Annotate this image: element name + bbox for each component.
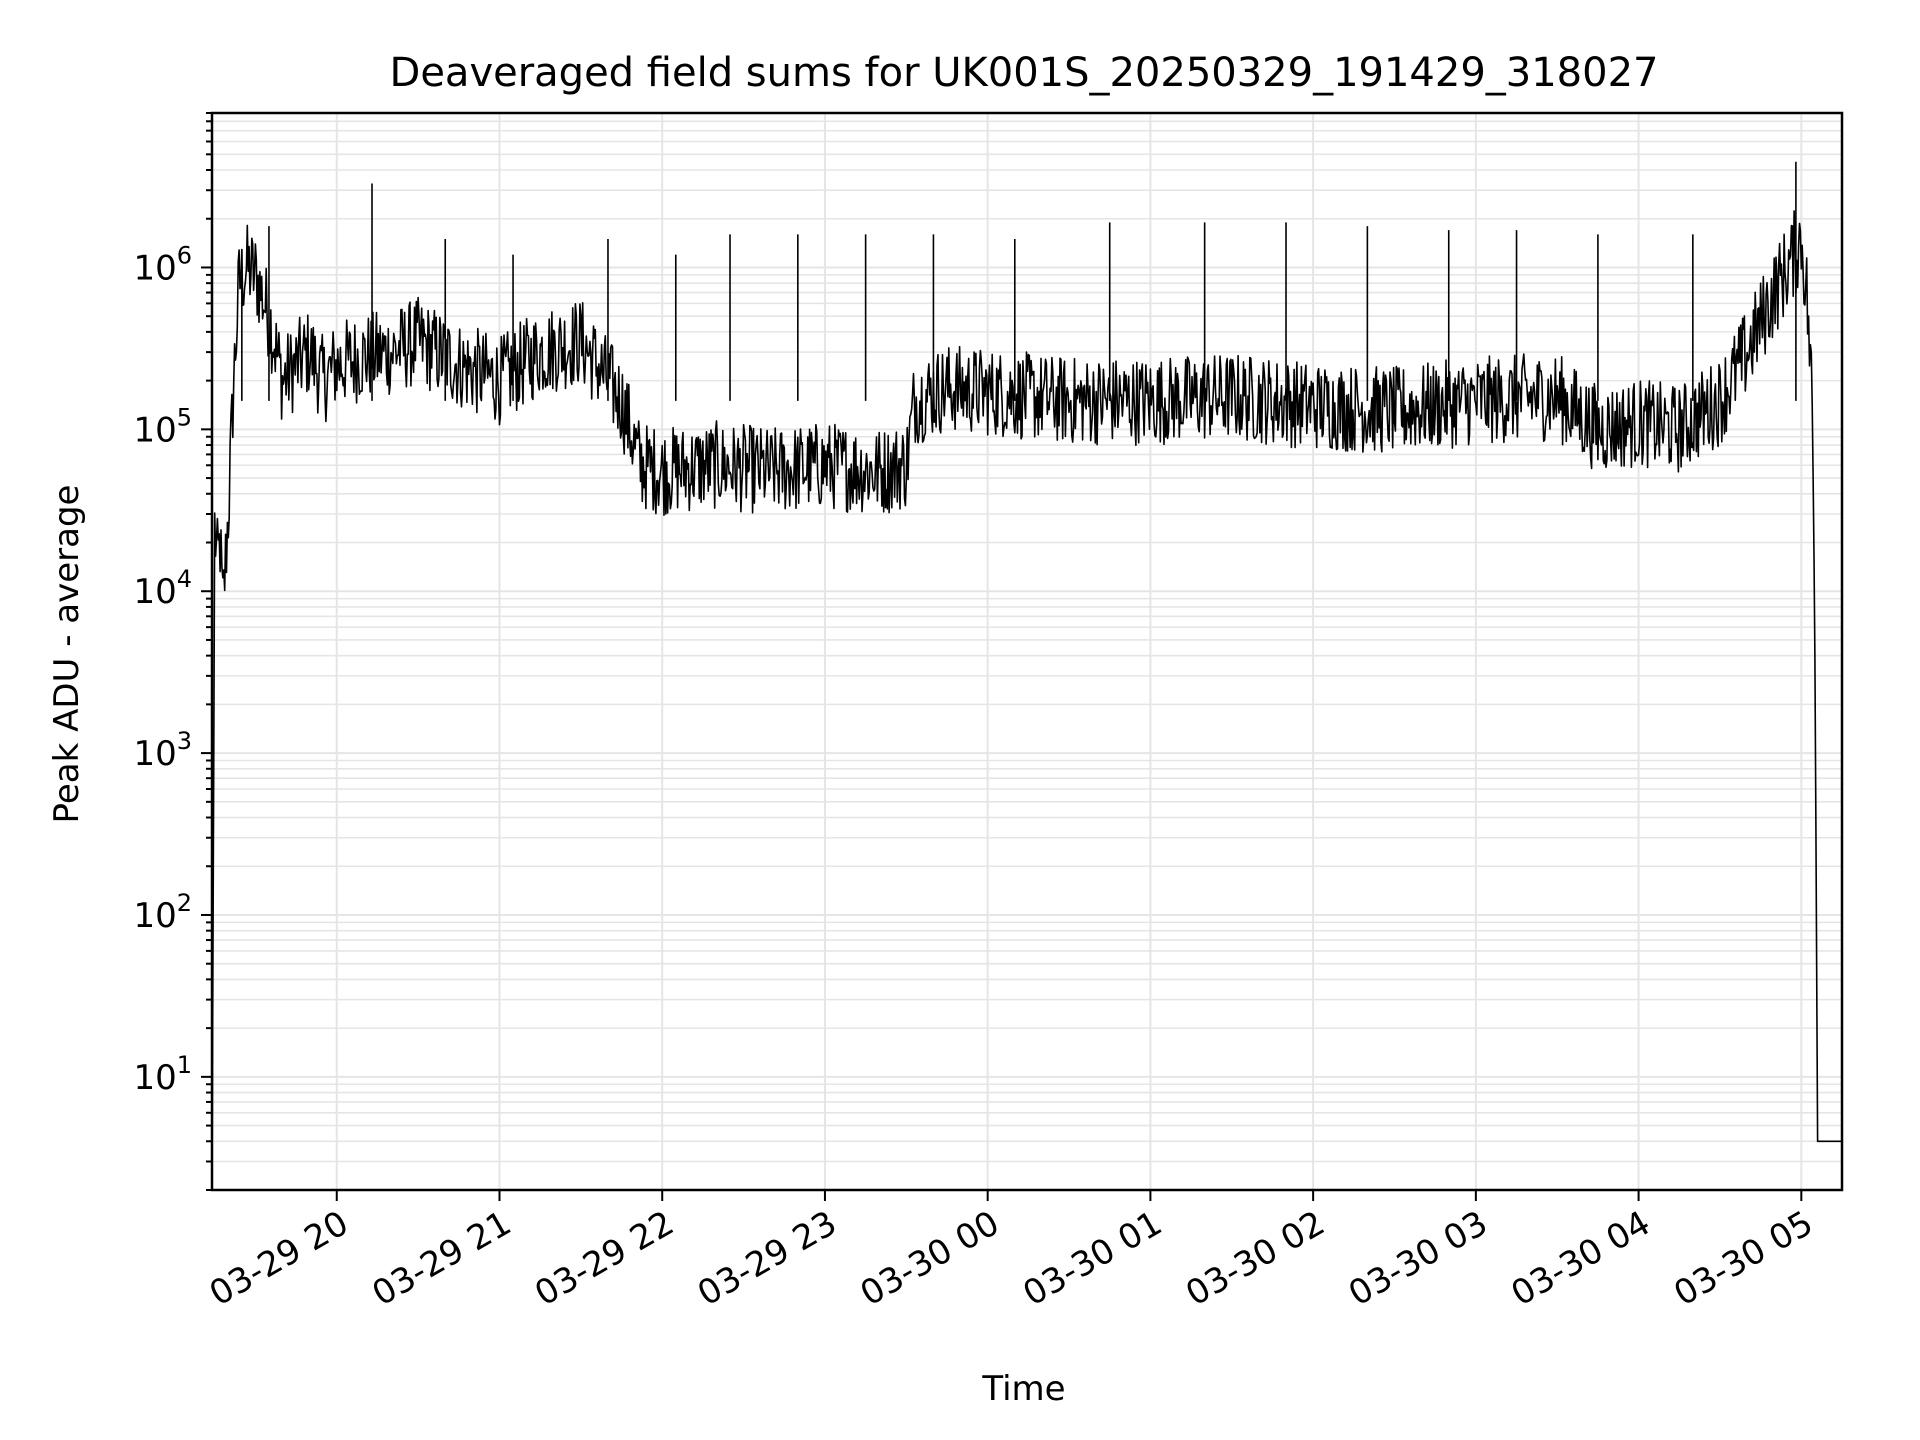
- y-tick-label: 105: [133, 403, 192, 450]
- y-tick-label: 106: [133, 241, 192, 288]
- series-line: [211, 210, 1842, 1191]
- grid-layer: [212, 112, 1842, 1191]
- x-axis-label: Time: [981, 1369, 1065, 1409]
- y-axis-label: Peak ADU - average: [47, 485, 87, 824]
- plot-frame: [210, 111, 1844, 1192]
- y-tick-label: 103: [133, 727, 192, 774]
- data-layer: [211, 161, 1842, 1191]
- chart-title: Deaveraged field sums for UK001S_2025032…: [390, 50, 1659, 96]
- y-tick-label: 101: [133, 1051, 192, 1098]
- y-tick-label: 102: [133, 889, 192, 936]
- y-tick-label: 104: [133, 565, 192, 612]
